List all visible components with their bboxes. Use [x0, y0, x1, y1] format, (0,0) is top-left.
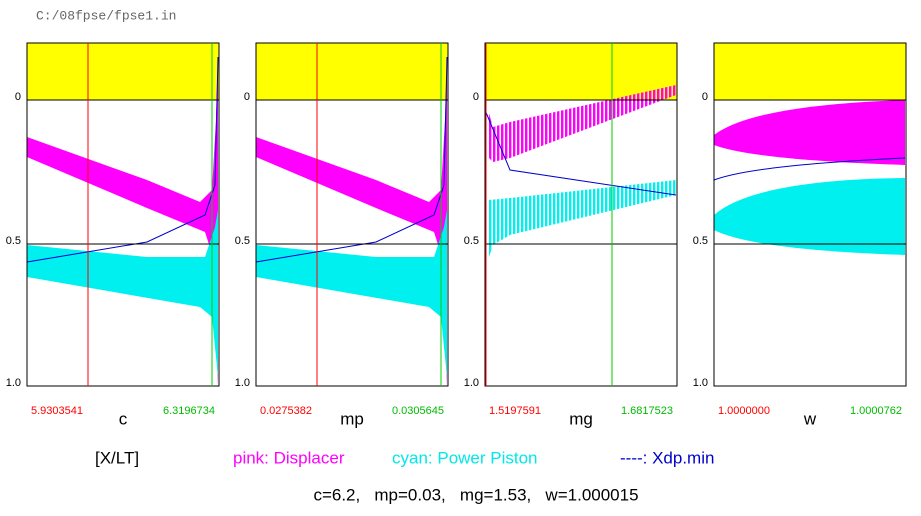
power-piston-band — [27, 210, 218, 377]
param-name: w — [803, 409, 817, 428]
xdp-min-line — [484, 109, 677, 196]
yellow-zone — [27, 43, 219, 100]
power-piston-band — [714, 178, 905, 255]
legend-key: [X/LT] — [95, 448, 139, 467]
yellow-zone — [485, 43, 677, 100]
displacer-band — [488, 85, 676, 162]
panels: 0 0.5 1.0 5.9303541 c 6.3196734 0 0.5 1.0 0.02753… — [6, 42, 907, 428]
panel-frame — [255, 42, 449, 387]
plot-area — [255, 56, 448, 387]
displacer-band — [714, 100, 905, 165]
y-label: 0.5 — [235, 235, 250, 247]
file-path: C:/08fpse/fpse1.in — [36, 8, 176, 23]
xdp-min-line — [255, 56, 448, 263]
xdp-min-line — [26, 56, 219, 263]
panel: 0 0.5 1.0 1.5197591 mg 1.6817523 — [464, 42, 678, 428]
y-label: 0.5 — [464, 235, 479, 247]
y-label: 1.0 — [693, 377, 708, 389]
panel-frame — [713, 42, 907, 387]
y-label: 1.0 — [235, 377, 250, 389]
right-value: 1.0000762 — [850, 405, 902, 417]
xdp-min-line — [713, 157, 906, 181]
legend-xdp-min: ----: Xdp.min — [620, 448, 714, 467]
y-label: 1.0 — [6, 377, 21, 389]
y-label: 0 — [473, 91, 479, 103]
param-name: c — [119, 409, 128, 428]
plot-area — [26, 56, 219, 387]
y-label: 0.5 — [6, 235, 21, 247]
y-label: 0 — [244, 91, 250, 103]
plot-area — [484, 85, 677, 260]
left-value: 1.0000000 — [718, 405, 770, 417]
panel-frame — [484, 42, 678, 387]
plot-area — [713, 100, 906, 255]
left-value: 1.5197591 — [489, 405, 541, 417]
panel: 0 0.5 1.0 1.0000000 w 1.0000762 — [693, 42, 907, 428]
y-label: 0 — [702, 91, 708, 103]
yellow-zone — [256, 43, 448, 100]
left-value: 0.0275382 — [260, 405, 312, 417]
right-value: 1.6817523 — [621, 405, 673, 417]
right-value: 0.0305645 — [392, 405, 444, 417]
right-value: 6.3196734 — [163, 405, 215, 417]
legend-displacer: pink: Displacer — [233, 448, 345, 467]
y-label: 1.0 — [464, 377, 479, 389]
power-piston-band — [256, 210, 447, 377]
power-piston-band — [488, 180, 676, 260]
panel: 0 0.5 1.0 5.9303541 c 6.3196734 — [6, 42, 220, 428]
legend-power-piston: cyan: Power Piston — [392, 448, 538, 467]
y-label: 0.5 — [693, 235, 708, 247]
param-name: mp — [340, 409, 364, 428]
y-label: 0 — [15, 91, 21, 103]
yellow-zone — [714, 43, 906, 100]
param-name: mg — [569, 409, 593, 428]
left-value: 5.9303541 — [31, 405, 83, 417]
status-line: c=6.2, mp=0.03, mg=1.53, w=1.000015 — [313, 485, 638, 504]
panel: 0 0.5 1.0 0.0275382 mp 0.0305645 — [235, 42, 449, 428]
panel-frame — [26, 42, 220, 387]
